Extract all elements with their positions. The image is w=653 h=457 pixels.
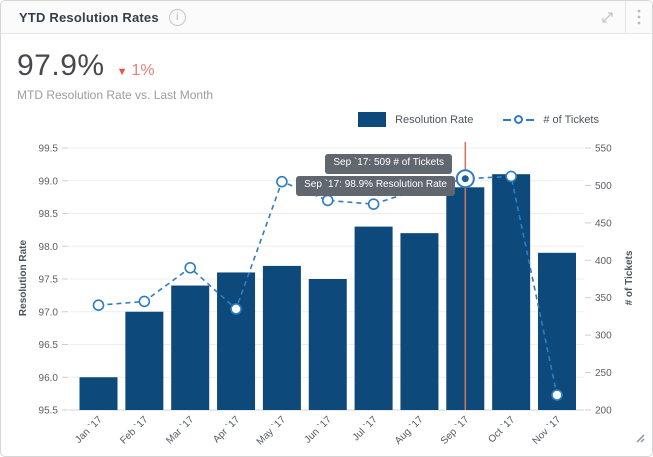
kpi-delta-value: 1%	[131, 62, 155, 79]
chart-legend: Resolution Rate # of Tickets	[358, 112, 599, 127]
x-axis-label-Nov `17: Nov `17	[530, 413, 564, 447]
right-axis-tick-label: 400	[595, 256, 612, 267]
chart-area: 95.5 96.0 96.5 97.0 97.5 98.0 98.5 99.0 99.5 200 2…	[1, 136, 652, 456]
bar-Oct `17[interactable]	[492, 174, 531, 410]
bar-swatch-icon	[358, 112, 387, 127]
bar-Jun `17[interactable]	[308, 279, 347, 410]
tooltip-tickets: Sep `17: 509 # of Tickets	[325, 154, 452, 174]
header-left: YTD Resolution Rates i	[1, 1, 589, 33]
left-axis-tick-label: 96.5	[39, 340, 59, 351]
x-axis-label-Sep `17: Sep `17	[438, 413, 472, 447]
header-controls	[589, 1, 652, 33]
info-icon[interactable]: i	[168, 8, 186, 26]
legend-item-tickets[interactable]: # of Tickets	[503, 114, 599, 126]
x-axis-label-Aug `17: Aug `17	[392, 413, 426, 447]
x-axis-label-Apr `17: Apr `17	[210, 413, 242, 445]
dashed-line-circle-icon	[503, 115, 535, 124]
x-axis-label-Jul `17: Jul `17	[350, 413, 380, 443]
x-axis-label-May `17: May `17	[254, 413, 288, 447]
bar-Mar `17[interactable]	[171, 285, 210, 410]
kpi-value: 97.9%	[17, 49, 105, 82]
legend-label: # of Tickets	[543, 113, 599, 126]
right-axis-tick-label: 550	[595, 144, 612, 155]
chart-canvas: 95.5 96.0 96.5 97.0 97.5 98.0 98.5 99.0 99.5 200 2…	[18, 142, 635, 448]
right-axis-tick-label: 450	[595, 218, 612, 229]
left-axis-tick-label: 99.5	[39, 144, 59, 155]
bar-Jan `17[interactable]	[79, 377, 118, 410]
arrow-down-icon: ▼	[116, 66, 128, 78]
right-axis-tick-label: 250	[595, 368, 612, 379]
left-axis-tick-label: 99.0	[39, 176, 59, 187]
bar-Aug `17[interactable]	[400, 233, 439, 410]
line-marker-highlight-dot	[461, 175, 469, 183]
kpi-subtitle: MTD Resolution Rate vs. Last Month	[17, 88, 214, 102]
tickets-line	[98, 175, 558, 396]
left-axis-tick-label: 97.5	[39, 275, 59, 286]
right-axis-tick-label: 350	[595, 293, 612, 304]
line-marker-Jul `17[interactable]	[367, 198, 380, 210]
resize-grip-icon	[636, 434, 645, 443]
x-axis-label-Jan `17: Jan `17	[73, 413, 105, 445]
line-marker-Nov `17[interactable]	[551, 389, 563, 401]
right-axis-title: # of Tickets	[624, 250, 635, 305]
line-marker-May `17[interactable]	[276, 175, 288, 188]
bar-Apr `17[interactable]	[217, 272, 256, 410]
x-axis-label-Feb `17: Feb `17	[118, 413, 151, 446]
tooltip-resolution-rate: Sep `17: 98.9% Resolution Rate	[296, 176, 455, 196]
left-axis-tick-label: 96.0	[39, 373, 59, 384]
right-axis-tick-label: 500	[595, 181, 612, 192]
legend-item-resolution-rate[interactable]: Resolution Rate	[358, 112, 473, 127]
line-marker-Jun `17[interactable]	[321, 194, 334, 207]
left-axis-tick-label: 95.5	[39, 406, 59, 417]
expand-button[interactable]	[589, 1, 625, 33]
line-marker-Jan `17[interactable]	[92, 299, 105, 311]
widget-header: YTD Resolution Rates i	[1, 1, 652, 34]
kebab-menu-button[interactable]	[625, 1, 652, 33]
line-marker-Apr `17[interactable]	[230, 303, 242, 315]
resize-grip[interactable]	[632, 430, 645, 448]
bar-May `17[interactable]	[262, 265, 301, 410]
left-axis-title: Resolution Rate	[18, 240, 29, 317]
line-marker-Feb `17[interactable]	[138, 295, 151, 308]
kebab-menu-icon	[637, 9, 641, 25]
right-axis-tick-label: 300	[595, 331, 612, 342]
legend-label: Resolution Rate	[395, 113, 474, 126]
right-axis-tick-label: 200	[595, 406, 612, 417]
left-axis-tick-label: 98.5	[39, 209, 59, 220]
bar-Feb `17[interactable]	[125, 311, 164, 410]
line-marker-Oct `17[interactable]	[505, 170, 517, 183]
x-axis-label-Mar `17: Mar `17	[163, 413, 196, 446]
kpi-block: 97.9% ▼ 1% MTD Resolution Rate vs. Last …	[17, 49, 213, 102]
kpi-delta: ▼ 1%	[117, 62, 155, 80]
left-axis-tick-label: 98.0	[39, 242, 59, 253]
line-marker-Mar `17[interactable]	[184, 261, 196, 274]
x-axis-label-Oct `17: Oct `17	[486, 413, 518, 445]
widget-title: YTD Resolution Rates	[19, 9, 159, 25]
expand-icon	[601, 11, 613, 23]
x-axis-label-Jun `17: Jun `17	[302, 413, 334, 445]
left-axis-tick-label: 97.0	[39, 307, 59, 318]
bar-Jul `17[interactable]	[354, 226, 393, 410]
